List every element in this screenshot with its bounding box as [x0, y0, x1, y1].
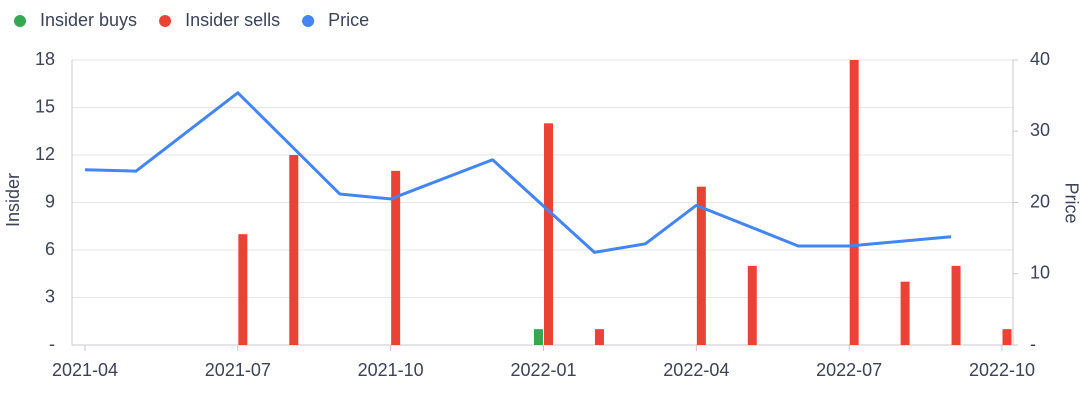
- y-tick-label: 12: [35, 144, 55, 164]
- y2-tick-label: 10: [1030, 263, 1050, 283]
- legend-marker: [302, 15, 315, 27]
- bar: [534, 329, 543, 345]
- y2-axis-title: Price: [1061, 182, 1081, 223]
- x-tick-label: 2022-07: [816, 360, 882, 380]
- y2-tick-label: 20: [1030, 191, 1050, 211]
- x-tick-label: 2021-04: [52, 360, 118, 380]
- bar: [696, 186, 706, 345]
- y-tick-label: -: [49, 334, 55, 354]
- y-tick-label: 3: [45, 286, 55, 306]
- bar: [1002, 329, 1012, 345]
- x-tick-label: 2022-01: [510, 360, 576, 380]
- x-tick-label: 2022-04: [663, 360, 729, 380]
- y-tick-label: 9: [45, 191, 55, 211]
- bar: [289, 155, 299, 345]
- price-line: [84, 91, 952, 254]
- bar: [238, 234, 248, 345]
- y-tick-label: 15: [35, 96, 55, 116]
- bar: [747, 265, 757, 345]
- y-tick-label: 18: [35, 49, 55, 69]
- legend-label: Insider buys: [40, 10, 137, 30]
- x-tick-label: 2022-10: [969, 360, 1035, 380]
- y2-tick-label: 30: [1030, 120, 1050, 140]
- y-axis-title: Insider: [3, 173, 23, 227]
- bar: [594, 329, 604, 345]
- bar: [391, 170, 401, 345]
- bar: [544, 123, 553, 345]
- x-tick-label: 2021-10: [358, 360, 424, 380]
- bar: [951, 265, 961, 345]
- y-tick-label: 6: [45, 239, 55, 259]
- bar: [849, 60, 859, 345]
- legend-marker: [159, 15, 172, 27]
- legend-label: Insider sells: [185, 10, 280, 30]
- legend-marker: [14, 15, 26, 27]
- y2-tick-label: 40: [1030, 49, 1050, 69]
- bar: [900, 281, 910, 345]
- y2-tick-label: -: [1030, 334, 1036, 354]
- x-tick-label: 2021-07: [205, 360, 271, 380]
- legend-label: Price: [328, 10, 369, 30]
